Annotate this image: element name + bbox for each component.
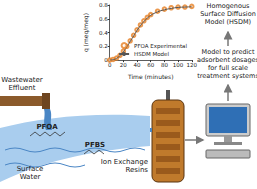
svg-text:Effluent: Effluent	[8, 84, 35, 92]
svg-text:q (meq/meq): q (meq/meq)	[82, 13, 90, 52]
svg-text:0: 0	[104, 57, 108, 64]
svg-text:0.2: 0.2	[99, 43, 108, 49]
svg-text:0: 0	[108, 62, 112, 68]
svg-text:Wastewater: Wastewater	[1, 76, 43, 84]
svg-text:Model to predict: Model to predict	[202, 48, 255, 56]
svg-text:Model (HSDM): Model (HSDM)	[205, 18, 251, 26]
svg-text:Surface: Surface	[17, 165, 44, 173]
svg-text:PFOA: PFOA	[36, 123, 58, 131]
svg-text:for full scale: for full scale	[208, 64, 248, 72]
svg-text:Water: Water	[20, 173, 41, 181]
svg-text:100: 100	[173, 62, 184, 68]
svg-text:0.4: 0.4	[99, 30, 108, 36]
svg-text:Surface Diffusion: Surface Diffusion	[200, 10, 256, 18]
svg-text:HSDM Model: HSDM Model	[134, 51, 169, 57]
svg-text:80: 80	[161, 62, 168, 68]
svg-text:PFOA Experimental: PFOA Experimental	[134, 43, 187, 50]
svg-text:Ion Exchange: Ion Exchange	[101, 158, 148, 166]
svg-text:20: 20	[120, 62, 127, 68]
svg-text:60: 60	[147, 62, 154, 68]
svg-text:0.6: 0.6	[99, 16, 108, 22]
svg-text:Homogenous: Homogenous	[207, 2, 251, 10]
svg-text:PFBS: PFBS	[85, 141, 105, 149]
svg-text:adsorbent dosages: adsorbent dosages	[197, 56, 257, 64]
svg-text:40: 40	[134, 62, 141, 68]
svg-text:Resins: Resins	[125, 166, 148, 174]
svg-text:0.8: 0.8	[99, 2, 108, 8]
svg-text:treatment systems: treatment systems	[197, 72, 257, 80]
svg-text:Time (minutes): Time (minutes)	[127, 73, 174, 80]
svg-text:120: 120	[187, 62, 198, 68]
